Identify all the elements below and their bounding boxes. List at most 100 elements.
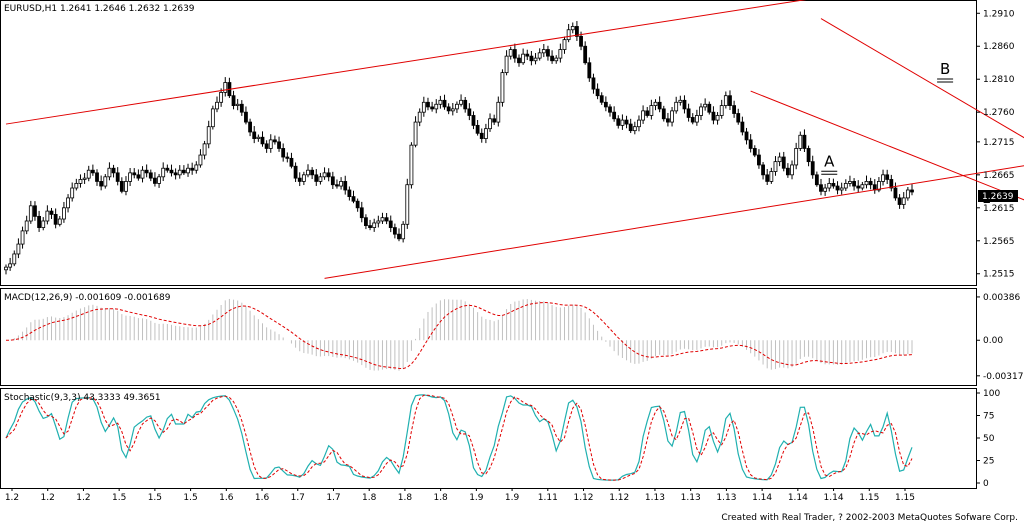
candle-body [599,95,604,103]
candle-body [550,55,554,62]
candle-body [769,171,774,182]
candle-body [74,183,79,189]
time-tick-label: 1.14 [752,493,772,503]
candle-body [823,187,828,192]
candle-body [8,263,13,268]
candle-body [99,181,104,187]
candle-body [132,172,137,176]
candle-body [285,156,290,159]
candle-body [690,117,695,123]
candle-body [4,266,8,271]
price-tick-label: 1.2565 [983,237,1015,247]
candle-body [868,181,873,186]
time-tick-label: 1.14 [788,493,808,503]
candle-body [632,126,637,132]
candle-body [653,101,658,106]
time-tick-label: 1.6 [219,493,234,503]
candle-body [103,176,108,187]
stoch-tick-label: 0 [983,479,989,489]
candle-body [508,49,513,57]
candle-body [33,205,37,217]
time-tick-label: 1.2 [5,493,19,503]
candle-body [893,187,898,199]
candle-body [848,181,852,184]
candle-body [612,111,617,120]
candle-body [670,110,674,123]
candle-body [570,26,575,31]
candle-body [343,181,348,191]
candle-body [409,144,414,186]
candle-body [856,185,861,189]
candle-body [82,177,87,180]
candle-body [591,77,596,90]
candle-body [492,118,497,123]
candle-body [777,156,782,163]
macd-panel-title: MACD(12,26,9) -0.001609 -0.001689 [4,293,171,303]
candle-body [177,169,182,176]
candle-body [301,174,306,182]
candle-body [740,121,745,133]
candle-body [306,169,310,176]
candle-body [248,121,252,133]
candle-body [173,172,178,176]
time-tick-label: 1.8 [362,493,377,503]
candle-body [355,200,360,209]
candle-body [252,131,257,139]
candle-body [603,101,608,108]
candle-body [798,134,803,149]
candle-body [128,172,133,182]
candle-body [533,57,538,62]
price-tick-label: 1.2910 [983,9,1015,19]
candle-body [748,139,753,149]
candle-body [161,167,166,178]
time-tick-label: 1.9 [469,493,484,503]
candle-body [579,35,583,47]
candle-body [16,243,21,255]
time-tick-label: 1.13 [716,493,736,503]
candle-body [479,132,484,139]
candle-body [839,187,844,191]
candle-body [637,119,641,128]
time-tick-label: 1.5 [183,493,197,503]
stoch-tick-label: 75 [983,412,994,422]
candle-body [765,174,770,182]
candle-body [202,143,207,156]
candle-body [773,161,778,172]
candle-body [703,103,708,108]
candle-body [430,106,435,110]
candle-body [546,49,550,57]
candle-body [401,223,406,240]
candle-body [785,167,790,176]
candle-body [661,108,666,120]
candle-body [467,108,472,116]
macd-tick-label: 0.00 [983,336,1003,346]
candle-body [37,215,41,228]
candle-body [330,176,335,186]
candle-body [463,99,468,110]
candle-body [215,101,219,110]
candle-body [438,99,443,105]
candle-body [426,101,430,108]
macd-tick-label: 0.00386 [983,293,1020,303]
time-tick-label: 1.2 [76,493,90,503]
candle-body [897,197,902,205]
candle-body [405,184,410,225]
candle-body [554,57,559,62]
candle-body [852,181,856,187]
candle-body [790,164,794,176]
price-tick-label: 1.2615 [983,204,1015,214]
stoch-signal-line [5,394,913,481]
candle-body [119,181,124,192]
candle-body [881,174,885,182]
candle-body [20,230,25,245]
candle-body [347,189,352,197]
candle-body [446,106,451,112]
candle-body [488,118,492,130]
candle-body [864,181,869,186]
candle-body [219,92,224,103]
candle-body [231,95,236,106]
candle-body [24,220,29,232]
candle-body [66,197,70,209]
candle-body [140,169,145,179]
